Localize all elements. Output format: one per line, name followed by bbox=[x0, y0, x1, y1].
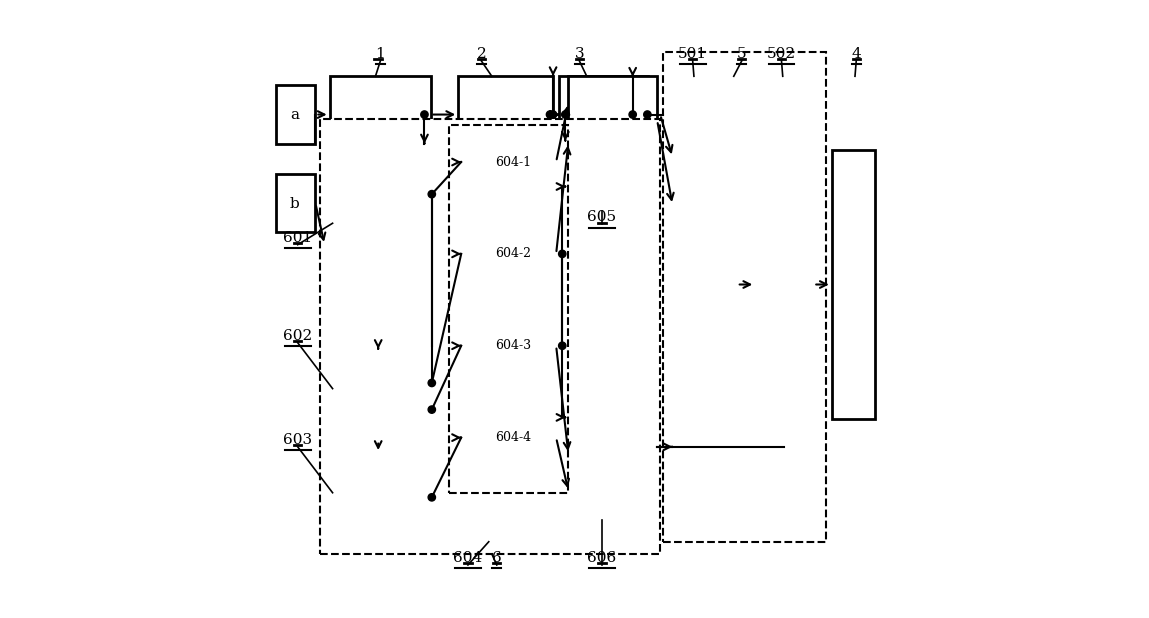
Bar bbox=[461, 135, 556, 190]
Circle shape bbox=[549, 111, 557, 118]
Bar bbox=[321, 119, 661, 554]
Bar bbox=[461, 410, 556, 465]
Text: 502: 502 bbox=[766, 47, 796, 61]
Bar bbox=[325, 453, 432, 542]
Text: 501: 501 bbox=[678, 47, 708, 61]
Circle shape bbox=[643, 111, 651, 118]
Bar bbox=[569, 76, 657, 223]
Circle shape bbox=[558, 342, 566, 349]
Circle shape bbox=[429, 494, 435, 501]
Bar bbox=[560, 76, 648, 153]
Text: 604: 604 bbox=[454, 551, 483, 565]
Bar bbox=[461, 226, 556, 281]
Bar bbox=[663, 52, 826, 542]
Circle shape bbox=[429, 190, 435, 198]
Bar bbox=[449, 125, 569, 493]
Bar bbox=[276, 85, 316, 143]
Text: 6: 6 bbox=[492, 551, 502, 565]
Bar bbox=[832, 150, 874, 419]
Text: 4: 4 bbox=[851, 47, 861, 61]
Circle shape bbox=[546, 111, 554, 118]
Bar bbox=[672, 125, 737, 444]
Circle shape bbox=[429, 379, 435, 387]
Text: 1: 1 bbox=[376, 47, 385, 61]
Text: 606: 606 bbox=[587, 551, 617, 565]
Circle shape bbox=[629, 111, 637, 118]
Text: 3: 3 bbox=[574, 47, 584, 61]
Text: a: a bbox=[290, 108, 299, 122]
Bar bbox=[458, 76, 553, 153]
Bar bbox=[325, 143, 432, 345]
Bar bbox=[755, 125, 813, 444]
Text: 605: 605 bbox=[587, 211, 617, 224]
Text: 604-1: 604-1 bbox=[495, 156, 532, 169]
Bar bbox=[330, 76, 431, 153]
Bar bbox=[461, 318, 556, 373]
Text: 601: 601 bbox=[283, 231, 313, 245]
Text: 5: 5 bbox=[737, 47, 747, 61]
Text: 604-4: 604-4 bbox=[495, 431, 532, 444]
Text: 603: 603 bbox=[283, 433, 313, 447]
Text: b: b bbox=[290, 197, 300, 211]
Circle shape bbox=[429, 406, 435, 413]
Text: 604-2: 604-2 bbox=[495, 247, 531, 260]
Bar bbox=[325, 352, 432, 441]
Bar bbox=[276, 174, 316, 232]
Circle shape bbox=[421, 111, 429, 118]
Text: 602: 602 bbox=[283, 329, 313, 343]
Text: 2: 2 bbox=[477, 47, 486, 61]
Circle shape bbox=[562, 111, 569, 118]
Bar bbox=[569, 373, 657, 520]
Text: 604-3: 604-3 bbox=[495, 339, 532, 352]
Circle shape bbox=[558, 250, 566, 258]
